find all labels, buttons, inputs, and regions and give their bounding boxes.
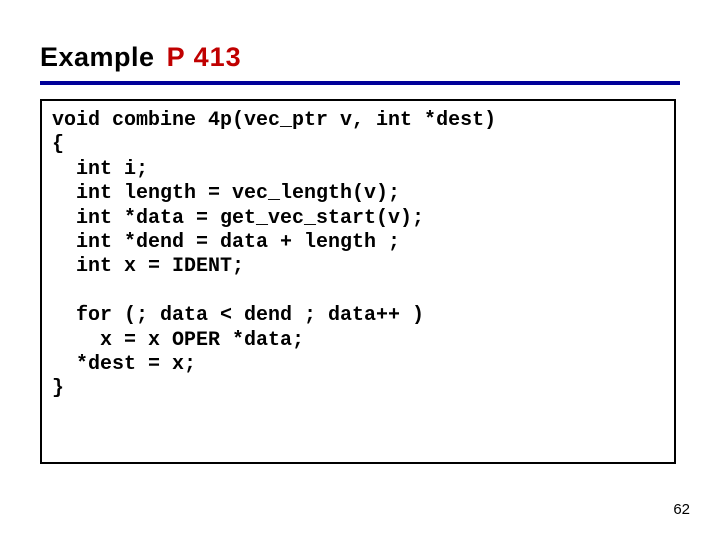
code-box: void combine 4p(vec_ptr v, int *dest) { … <box>40 99 676 464</box>
title-word-example: Example <box>40 42 155 73</box>
page-number: 62 <box>673 501 690 518</box>
slide-title: Example P 413 <box>40 42 680 73</box>
title-underline-rule <box>40 81 680 85</box>
slide: Example P 413 void combine 4p(vec_ptr v,… <box>0 0 720 540</box>
title-word-page-ref: P 413 <box>167 42 242 73</box>
code-listing: void combine 4p(vec_ptr v, int *dest) { … <box>52 109 664 402</box>
